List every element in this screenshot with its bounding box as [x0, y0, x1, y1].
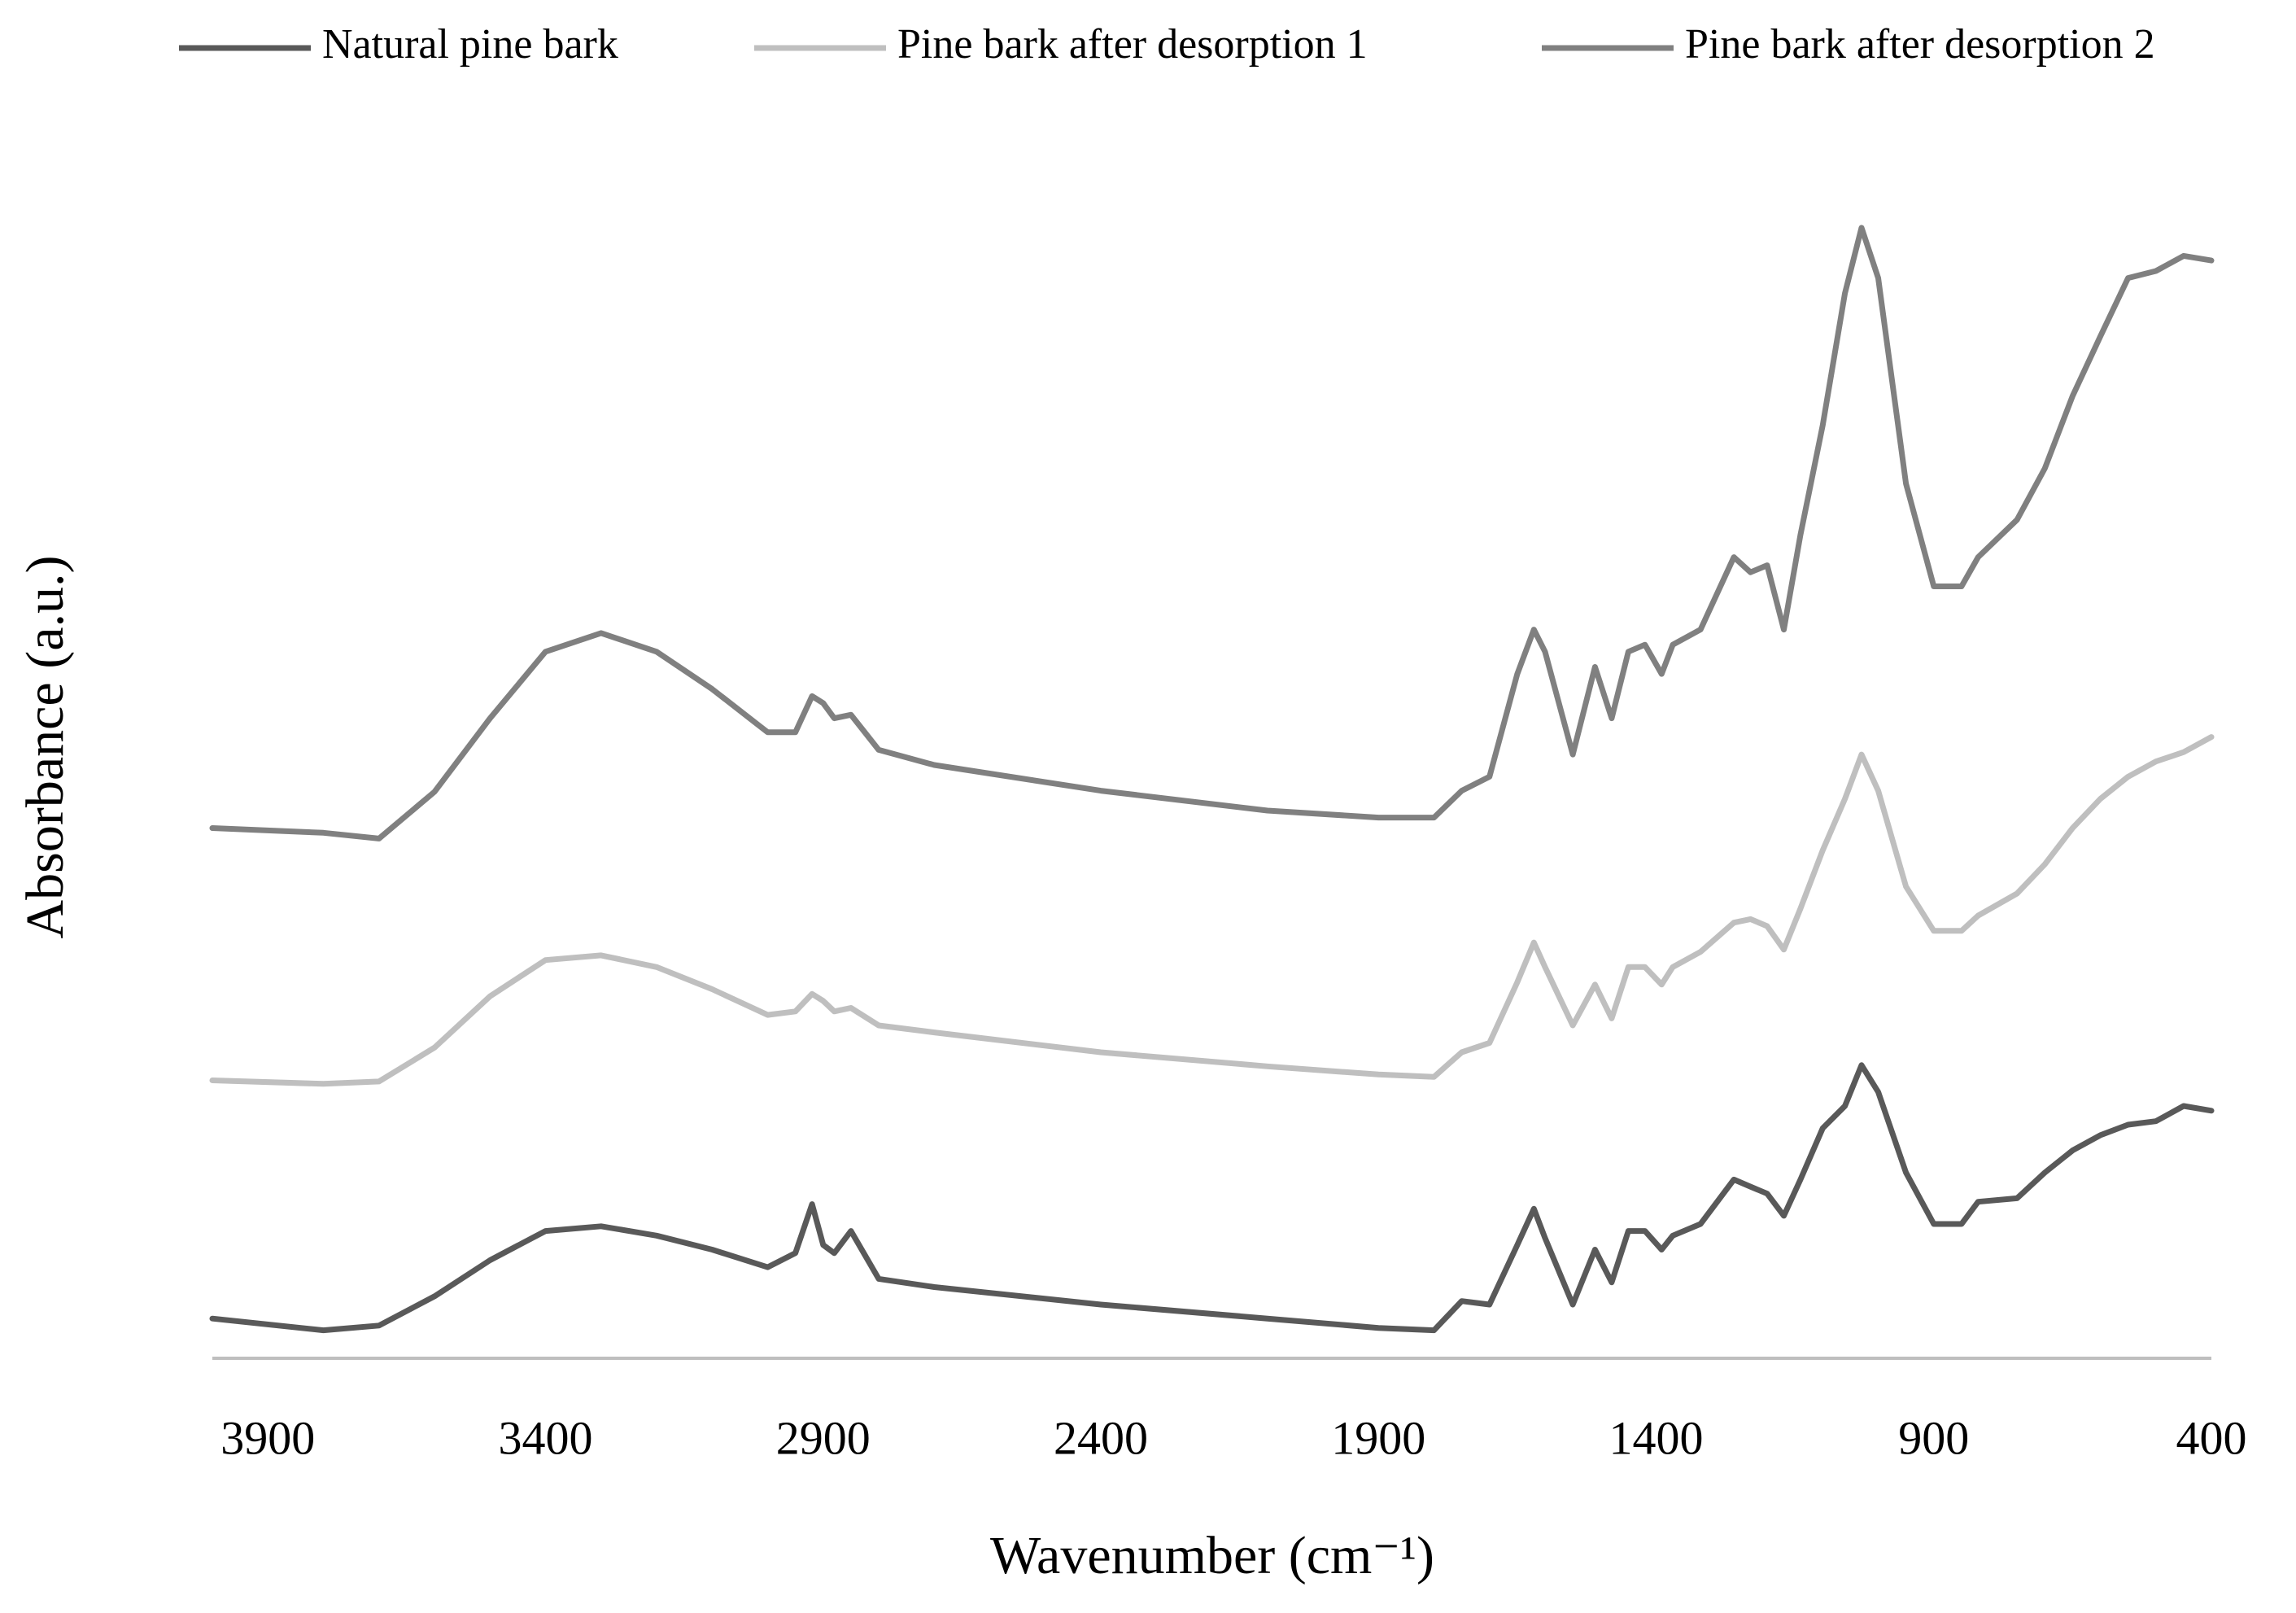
- legend-label: Natural pine bark: [322, 21, 618, 68]
- x-axis-title: Wavenumber (cm⁻¹): [990, 1526, 1434, 1585]
- x-tick-label: 2400: [1054, 1411, 1148, 1464]
- legend-label: Pine bark after desorption 2: [1685, 21, 2155, 68]
- series-line: [209, 1062, 2215, 1334]
- x-tick-label: 2900: [776, 1411, 871, 1464]
- series-line: [209, 734, 2215, 1087]
- x-tick-label: 1400: [1609, 1411, 1704, 1464]
- x-tick-label: 900: [1898, 1411, 1969, 1464]
- x-tick-label: 3400: [499, 1411, 593, 1464]
- x-tick-label: 400: [2176, 1411, 2247, 1464]
- x-tick-label: 3900: [220, 1411, 315, 1464]
- x-tick-label: 1900: [1331, 1411, 1425, 1464]
- y-axis-title: Absorbance (a.u.): [15, 556, 75, 939]
- series-line: [209, 225, 2215, 841]
- legend-label: Pine bark after desorption 1: [897, 21, 1368, 68]
